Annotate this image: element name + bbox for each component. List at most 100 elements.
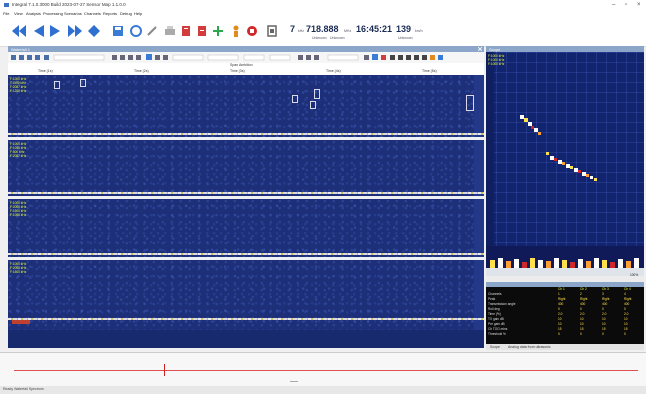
add-icon[interactable] xyxy=(212,23,224,39)
menu-view[interactable]: View xyxy=(14,11,23,16)
waterfall-channel-1[interactable]: F:1000 kHz T:1500 kHz F:2087 kHz F:1200 … xyxy=(8,75,484,137)
param-value: Right xyxy=(602,297,610,301)
tab-scope[interactable]: Scope xyxy=(490,345,500,349)
minimize-button[interactable]: – xyxy=(612,2,616,8)
export-icon[interactable] xyxy=(266,23,278,39)
waterfall-panel-title: Waterfall 1 xyxy=(11,46,30,52)
status-text: Ready Waterfall Spectrum xyxy=(3,387,44,391)
maximize-button[interactable]: ▫ xyxy=(625,2,628,8)
readout-frequency-unit: MHz xyxy=(344,29,352,33)
play-icon[interactable] xyxy=(50,23,62,39)
scope-y-axis xyxy=(486,52,494,252)
scale-tick: Time (3s) xyxy=(230,69,245,73)
tab-analog-data[interactable]: Analog data from ultrasonic xyxy=(508,345,551,349)
status-bar: Ready Waterfall Spectrum xyxy=(0,386,646,394)
window-title: Integral 7.1.0.3000 Build 2023-07-27 Sen… xyxy=(12,2,126,7)
save-icon[interactable] xyxy=(112,23,124,39)
param-value: 400 xyxy=(602,302,608,306)
param-label: Threshold % xyxy=(488,332,506,336)
step-back-icon[interactable] xyxy=(32,23,44,39)
waterfall-channel-4[interactable]: F:1000 kHz F:2000 kHz F:1500 kHz xyxy=(8,260,484,348)
menu-bar: File View Analysis Processing Scenarios … xyxy=(0,10,646,18)
param-value: 10 xyxy=(624,317,628,321)
edit-icon[interactable] xyxy=(146,23,158,39)
param-label: Peak xyxy=(488,297,496,301)
menu-help[interactable]: Help xyxy=(134,11,143,16)
document-icon[interactable] xyxy=(196,23,208,39)
menu-debug[interactable]: Debug xyxy=(120,11,132,16)
channel-label: F:1000 kHz xyxy=(10,201,27,205)
param-value: 10 xyxy=(580,317,584,321)
report-icon[interactable] xyxy=(180,23,192,39)
menu-processing[interactable]: Processing xyxy=(43,11,63,16)
marker-icon[interactable] xyxy=(310,101,316,109)
param-value: 0 xyxy=(624,307,626,311)
marker-icon[interactable] xyxy=(80,79,86,87)
menu-file[interactable]: File xyxy=(3,11,10,16)
channel-label: F:1040 kHz xyxy=(10,146,27,150)
channel-right-scale xyxy=(474,199,484,257)
param-value: 4 xyxy=(624,292,626,296)
channel-label: F:1200 kHz xyxy=(10,89,27,93)
marker-icon[interactable] xyxy=(314,89,320,99)
param-value: 3 xyxy=(602,292,604,296)
param-label: TX gain dB xyxy=(488,317,504,321)
timeline-handle[interactable] xyxy=(290,381,298,382)
param-label: Time (%) xyxy=(488,312,501,316)
timeline[interactable] xyxy=(0,352,646,387)
settings-icon[interactable] xyxy=(130,23,142,39)
readout-frequency: 718.888 xyxy=(306,24,339,34)
channel-separator xyxy=(8,196,484,199)
parameter-table: Ch 1 Ch 2 Ch 3 Ch 4 Channels 1 2 3 4 Pea… xyxy=(486,282,644,344)
menu-scenarios[interactable]: Scenarios xyxy=(64,11,82,16)
waterfall-channel-3[interactable]: F:1000 kHz F:2000 kHz F:1500 kHz F:1050 … xyxy=(8,199,484,257)
param-row: Transmission angle 400 400 400 400 xyxy=(488,302,642,307)
waterfall-panel-header: Waterfall 1 xyxy=(8,46,484,52)
param-value: 400 xyxy=(558,302,564,306)
right-panel: Scope F:1000 kHz F:1000 kHz F:1000 kHz xyxy=(486,46,644,350)
bottom-trace xyxy=(8,253,484,255)
param-value: 2.0 xyxy=(602,312,607,316)
marker-icon[interactable] xyxy=(292,95,298,103)
param-row: Peak Right Right Right Right xyxy=(488,297,642,302)
print-icon[interactable] xyxy=(164,23,176,39)
param-col-header: Ch 3 xyxy=(602,287,609,291)
timeline-track xyxy=(14,370,638,371)
channel-label: F:2000 kHz xyxy=(10,266,27,270)
param-value: 0 xyxy=(580,307,582,311)
record-icon[interactable] xyxy=(88,23,100,39)
timeline-cursor[interactable] xyxy=(164,364,165,376)
scope-plot[interactable]: F:1000 kHz F:1000 kHz F:1000 kHz xyxy=(486,52,644,252)
menu-channels[interactable]: Channels xyxy=(84,11,101,16)
rewind-icon[interactable] xyxy=(12,23,26,39)
param-col-header: Ch 4 xyxy=(624,287,631,291)
param-row: Time (%) 2.0 2.0 2.0 2.0 xyxy=(488,312,642,317)
close-button[interactable]: × xyxy=(637,2,641,8)
waterfall-channel-2[interactable]: F:1000 kHz F:1040 kHz F:500 kHz F:2087 k… xyxy=(8,140,484,196)
channel-right-scale xyxy=(474,75,484,137)
time-scale: Span Ambition Time (1s) Time (2s) Time (… xyxy=(8,63,484,75)
channel-label: F:1500 kHz xyxy=(10,270,27,274)
channel-right-scale xyxy=(474,140,484,196)
stop-icon[interactable] xyxy=(246,23,258,39)
channel-label: F:500 kHz xyxy=(10,150,25,154)
menu-reports[interactable]: Reports xyxy=(103,11,118,16)
fast-forward-icon[interactable] xyxy=(68,23,82,39)
param-value: 0 xyxy=(558,332,560,336)
scope-trace xyxy=(520,115,597,181)
scope-panel-header: Scope xyxy=(486,46,644,52)
param-value: 2 xyxy=(580,292,582,296)
param-value: 0 xyxy=(624,332,626,336)
waterfall-tool-icons[interactable] xyxy=(8,52,484,63)
menu-analysis[interactable]: Analysis xyxy=(26,11,41,16)
person-icon[interactable] xyxy=(230,23,242,39)
channel-label: F:2000 kHz xyxy=(10,205,27,209)
readout-rate-unit: km/h xyxy=(415,29,423,33)
app-icon xyxy=(4,3,9,7)
marker-icon[interactable] xyxy=(466,95,474,111)
bottom-trace xyxy=(8,133,484,135)
scale-tick: Time (1s) xyxy=(38,69,53,73)
close-icon[interactable] xyxy=(478,47,482,51)
channel-label: F:2087 kHz xyxy=(10,154,27,158)
marker-icon[interactable] xyxy=(54,81,60,89)
